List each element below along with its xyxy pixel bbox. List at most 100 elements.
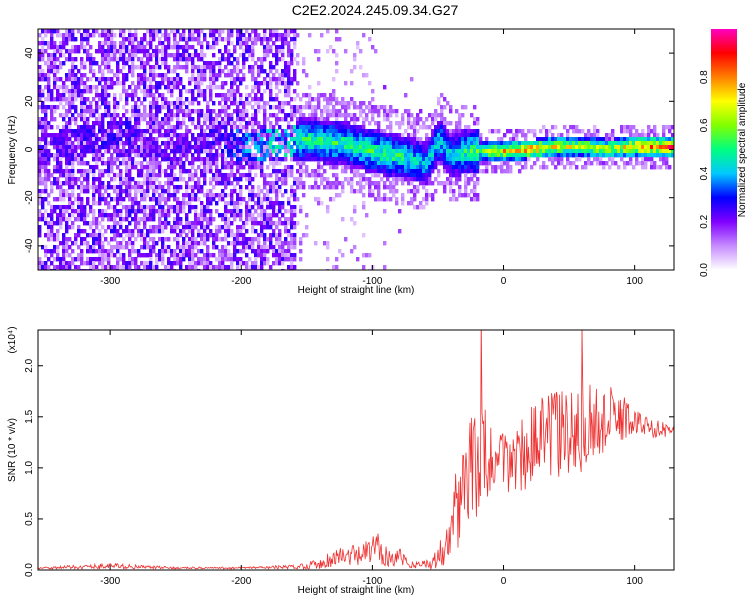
heatmap-cell xyxy=(65,161,68,165)
heatmap-cell xyxy=(191,137,194,141)
heatmap-cell xyxy=(362,145,365,149)
heatmap-cell xyxy=(122,141,125,145)
heatmap-cell xyxy=(47,141,50,145)
heatmap-cell xyxy=(206,165,209,169)
heatmap-cell xyxy=(284,173,287,177)
heatmap-cell xyxy=(254,121,257,125)
heatmap-cell xyxy=(485,165,488,169)
heatmap-cell xyxy=(167,41,170,45)
heatmap-cell xyxy=(434,157,437,161)
heatmap-cell xyxy=(146,213,149,217)
heatmap-cell xyxy=(161,49,164,53)
heatmap-cell xyxy=(275,257,278,261)
heatmap-cell xyxy=(332,165,335,169)
heatmap-cell xyxy=(137,137,140,141)
heatmap-cell xyxy=(410,173,413,177)
heatmap-cell xyxy=(65,125,68,129)
heatmap-cell xyxy=(416,157,419,161)
heatmap-cell xyxy=(185,253,188,257)
heatmap-cell xyxy=(71,85,74,89)
heatmap-cell xyxy=(245,121,248,125)
heatmap-cell xyxy=(200,149,203,153)
heatmap-cell xyxy=(359,149,362,153)
heatmap-cell xyxy=(275,61,278,65)
heatmap-cell xyxy=(566,157,569,161)
heatmap-cell xyxy=(68,77,71,81)
heatmap-cell xyxy=(287,173,290,177)
heatmap-cell xyxy=(167,129,170,133)
heatmap-cell xyxy=(449,129,452,133)
heatmap-cell xyxy=(455,121,458,125)
heatmap-cell xyxy=(143,77,146,81)
heatmap-cell xyxy=(569,137,572,141)
heatmap-cell xyxy=(347,141,350,145)
heatmap-cell xyxy=(242,41,245,45)
heatmap-cell xyxy=(215,41,218,45)
heatmap-cell xyxy=(173,145,176,149)
heatmap-cell xyxy=(473,149,476,153)
heatmap-cell xyxy=(203,261,206,265)
heatmap-cell xyxy=(233,77,236,81)
heatmap-cell xyxy=(50,189,53,193)
heatmap-cell xyxy=(242,249,245,253)
heatmap-cell xyxy=(473,137,476,141)
heatmap-cell xyxy=(509,141,512,145)
heatmap-cell xyxy=(83,105,86,109)
heatmap-cell xyxy=(194,205,197,209)
heatmap-cell xyxy=(113,49,116,53)
heatmap-cell xyxy=(257,241,260,245)
heatmap-cell xyxy=(101,145,104,149)
heatmap-cell xyxy=(86,57,89,61)
heatmap-cell xyxy=(38,69,41,73)
heatmap-cell xyxy=(194,253,197,257)
heatmap-cell xyxy=(95,249,98,253)
heatmap-cell xyxy=(68,173,71,177)
heatmap-cell xyxy=(170,81,173,85)
heatmap-cell xyxy=(485,149,488,153)
heatmap-cell xyxy=(131,69,134,73)
heatmap-cell xyxy=(74,137,77,141)
heatmap-cell xyxy=(293,181,296,185)
heatmap-cell xyxy=(131,81,134,85)
heatmap-cell xyxy=(191,245,194,249)
heatmap-cell xyxy=(83,81,86,85)
heatmap-cell xyxy=(191,61,194,65)
heatmap-cell xyxy=(218,257,221,261)
heatmap-cell xyxy=(254,41,257,45)
heatmap-cell xyxy=(140,141,143,145)
heatmap-cell xyxy=(155,105,158,109)
heatmap-cell xyxy=(173,165,176,169)
heatmap-cell xyxy=(62,37,65,41)
heatmap-cell xyxy=(140,209,143,213)
heatmap-cell xyxy=(167,177,170,181)
heatmap-cell xyxy=(320,129,323,133)
heatmap-cell xyxy=(227,105,230,109)
heatmap-cell xyxy=(65,221,68,225)
heatmap-cell xyxy=(464,133,467,137)
heatmap-cell xyxy=(374,141,377,145)
heatmap-cell xyxy=(92,85,95,89)
heatmap-cell xyxy=(407,109,410,113)
heatmap-cell xyxy=(56,45,59,49)
heatmap-cell xyxy=(221,245,224,249)
heatmap-cell xyxy=(146,233,149,237)
heatmap-cell xyxy=(119,161,122,165)
heatmap-cell xyxy=(278,45,281,49)
heatmap-cell xyxy=(242,233,245,237)
heatmap-cell xyxy=(491,129,494,133)
heatmap-cell xyxy=(212,237,215,241)
heatmap-cell xyxy=(533,141,536,145)
heatmap-cell xyxy=(359,125,362,129)
heatmap-cell xyxy=(332,197,335,201)
heatmap-cell xyxy=(185,145,188,149)
heatmap-cell xyxy=(455,141,458,145)
heatmap-cell xyxy=(446,169,449,173)
heatmap-cell xyxy=(74,49,77,53)
heatmap-cell xyxy=(107,113,110,117)
heatmap-cell xyxy=(407,157,410,161)
heatmap-cell xyxy=(572,125,575,129)
heatmap-cell xyxy=(227,113,230,117)
heatmap-cell xyxy=(245,93,248,97)
heatmap-cell xyxy=(173,249,176,253)
heatmap-cell xyxy=(143,193,146,197)
